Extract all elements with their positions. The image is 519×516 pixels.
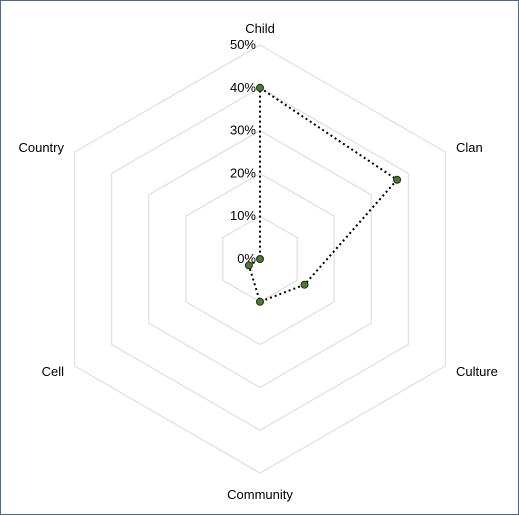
tick-label: 20%: [230, 165, 256, 180]
grid-layer: [74, 44, 446, 474]
gridline-ring-2: [185, 172, 335, 346]
gridline-ring-4: [111, 87, 409, 431]
tick-label: 50%: [230, 37, 256, 52]
category-label-community: Community: [227, 487, 293, 502]
tick-label: 40%: [230, 80, 256, 95]
category-label-cell: Cell: [42, 364, 65, 379]
category-label-culture: Culture: [456, 364, 498, 379]
tick-label: 10%: [230, 208, 256, 223]
series-line-0: [247, 85, 399, 304]
series-layer: [244, 83, 402, 306]
data-point-cell[interactable]: [244, 261, 253, 270]
category-label-child: Child: [245, 21, 275, 36]
data-point-culture[interactable]: [300, 280, 309, 289]
tick-label: 30%: [230, 123, 256, 138]
gridline-ring-5: [74, 44, 446, 474]
gridline-ring-3: [148, 130, 372, 388]
category-label-country: Country: [18, 140, 64, 155]
data-point-child[interactable]: [256, 83, 264, 92]
data-point-country[interactable]: [256, 255, 264, 263]
category-labels: Child Clan Culture Community Cell Country: [18, 21, 497, 502]
tick-label: 0%: [237, 251, 256, 266]
tick-labels: 0% 10% 20% 30% 40% 50%: [230, 37, 256, 266]
data-point-clan[interactable]: [393, 175, 402, 184]
category-label-clan: Clan: [456, 140, 483, 155]
data-point-community[interactable]: [256, 297, 264, 306]
